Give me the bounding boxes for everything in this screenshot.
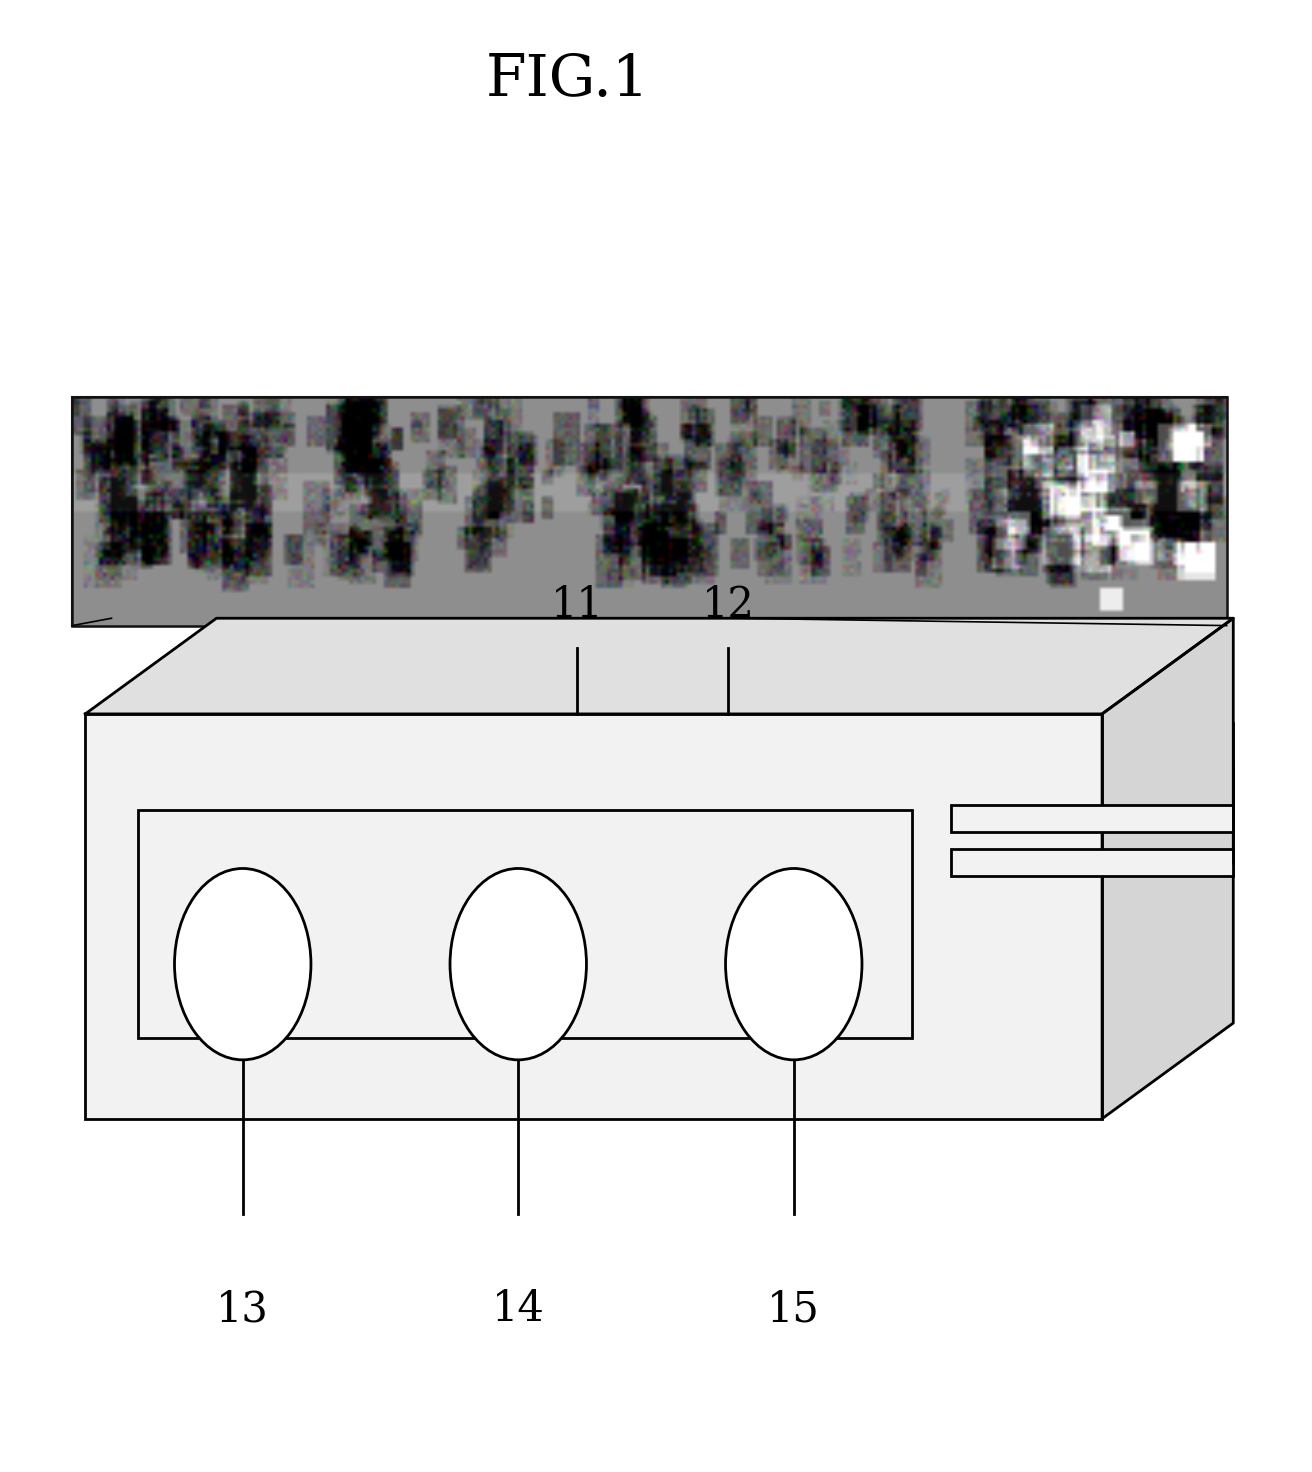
Polygon shape — [1102, 618, 1233, 1119]
Polygon shape — [85, 618, 1233, 714]
Text: FIG.1: FIG.1 — [485, 52, 649, 107]
Text: 13: 13 — [216, 1288, 269, 1331]
Ellipse shape — [450, 868, 586, 1060]
Bar — [85, 714, 1102, 1119]
Bar — [138, 810, 912, 1038]
Text: 14: 14 — [492, 1288, 544, 1331]
Bar — [72, 397, 1227, 626]
Text: 11: 11 — [551, 583, 604, 626]
Bar — [951, 849, 1233, 876]
Ellipse shape — [726, 868, 862, 1060]
Bar — [951, 805, 1233, 832]
Text: 12: 12 — [702, 583, 754, 626]
Text: 15: 15 — [768, 1288, 820, 1331]
Bar — [72, 397, 1227, 626]
Ellipse shape — [174, 868, 311, 1060]
